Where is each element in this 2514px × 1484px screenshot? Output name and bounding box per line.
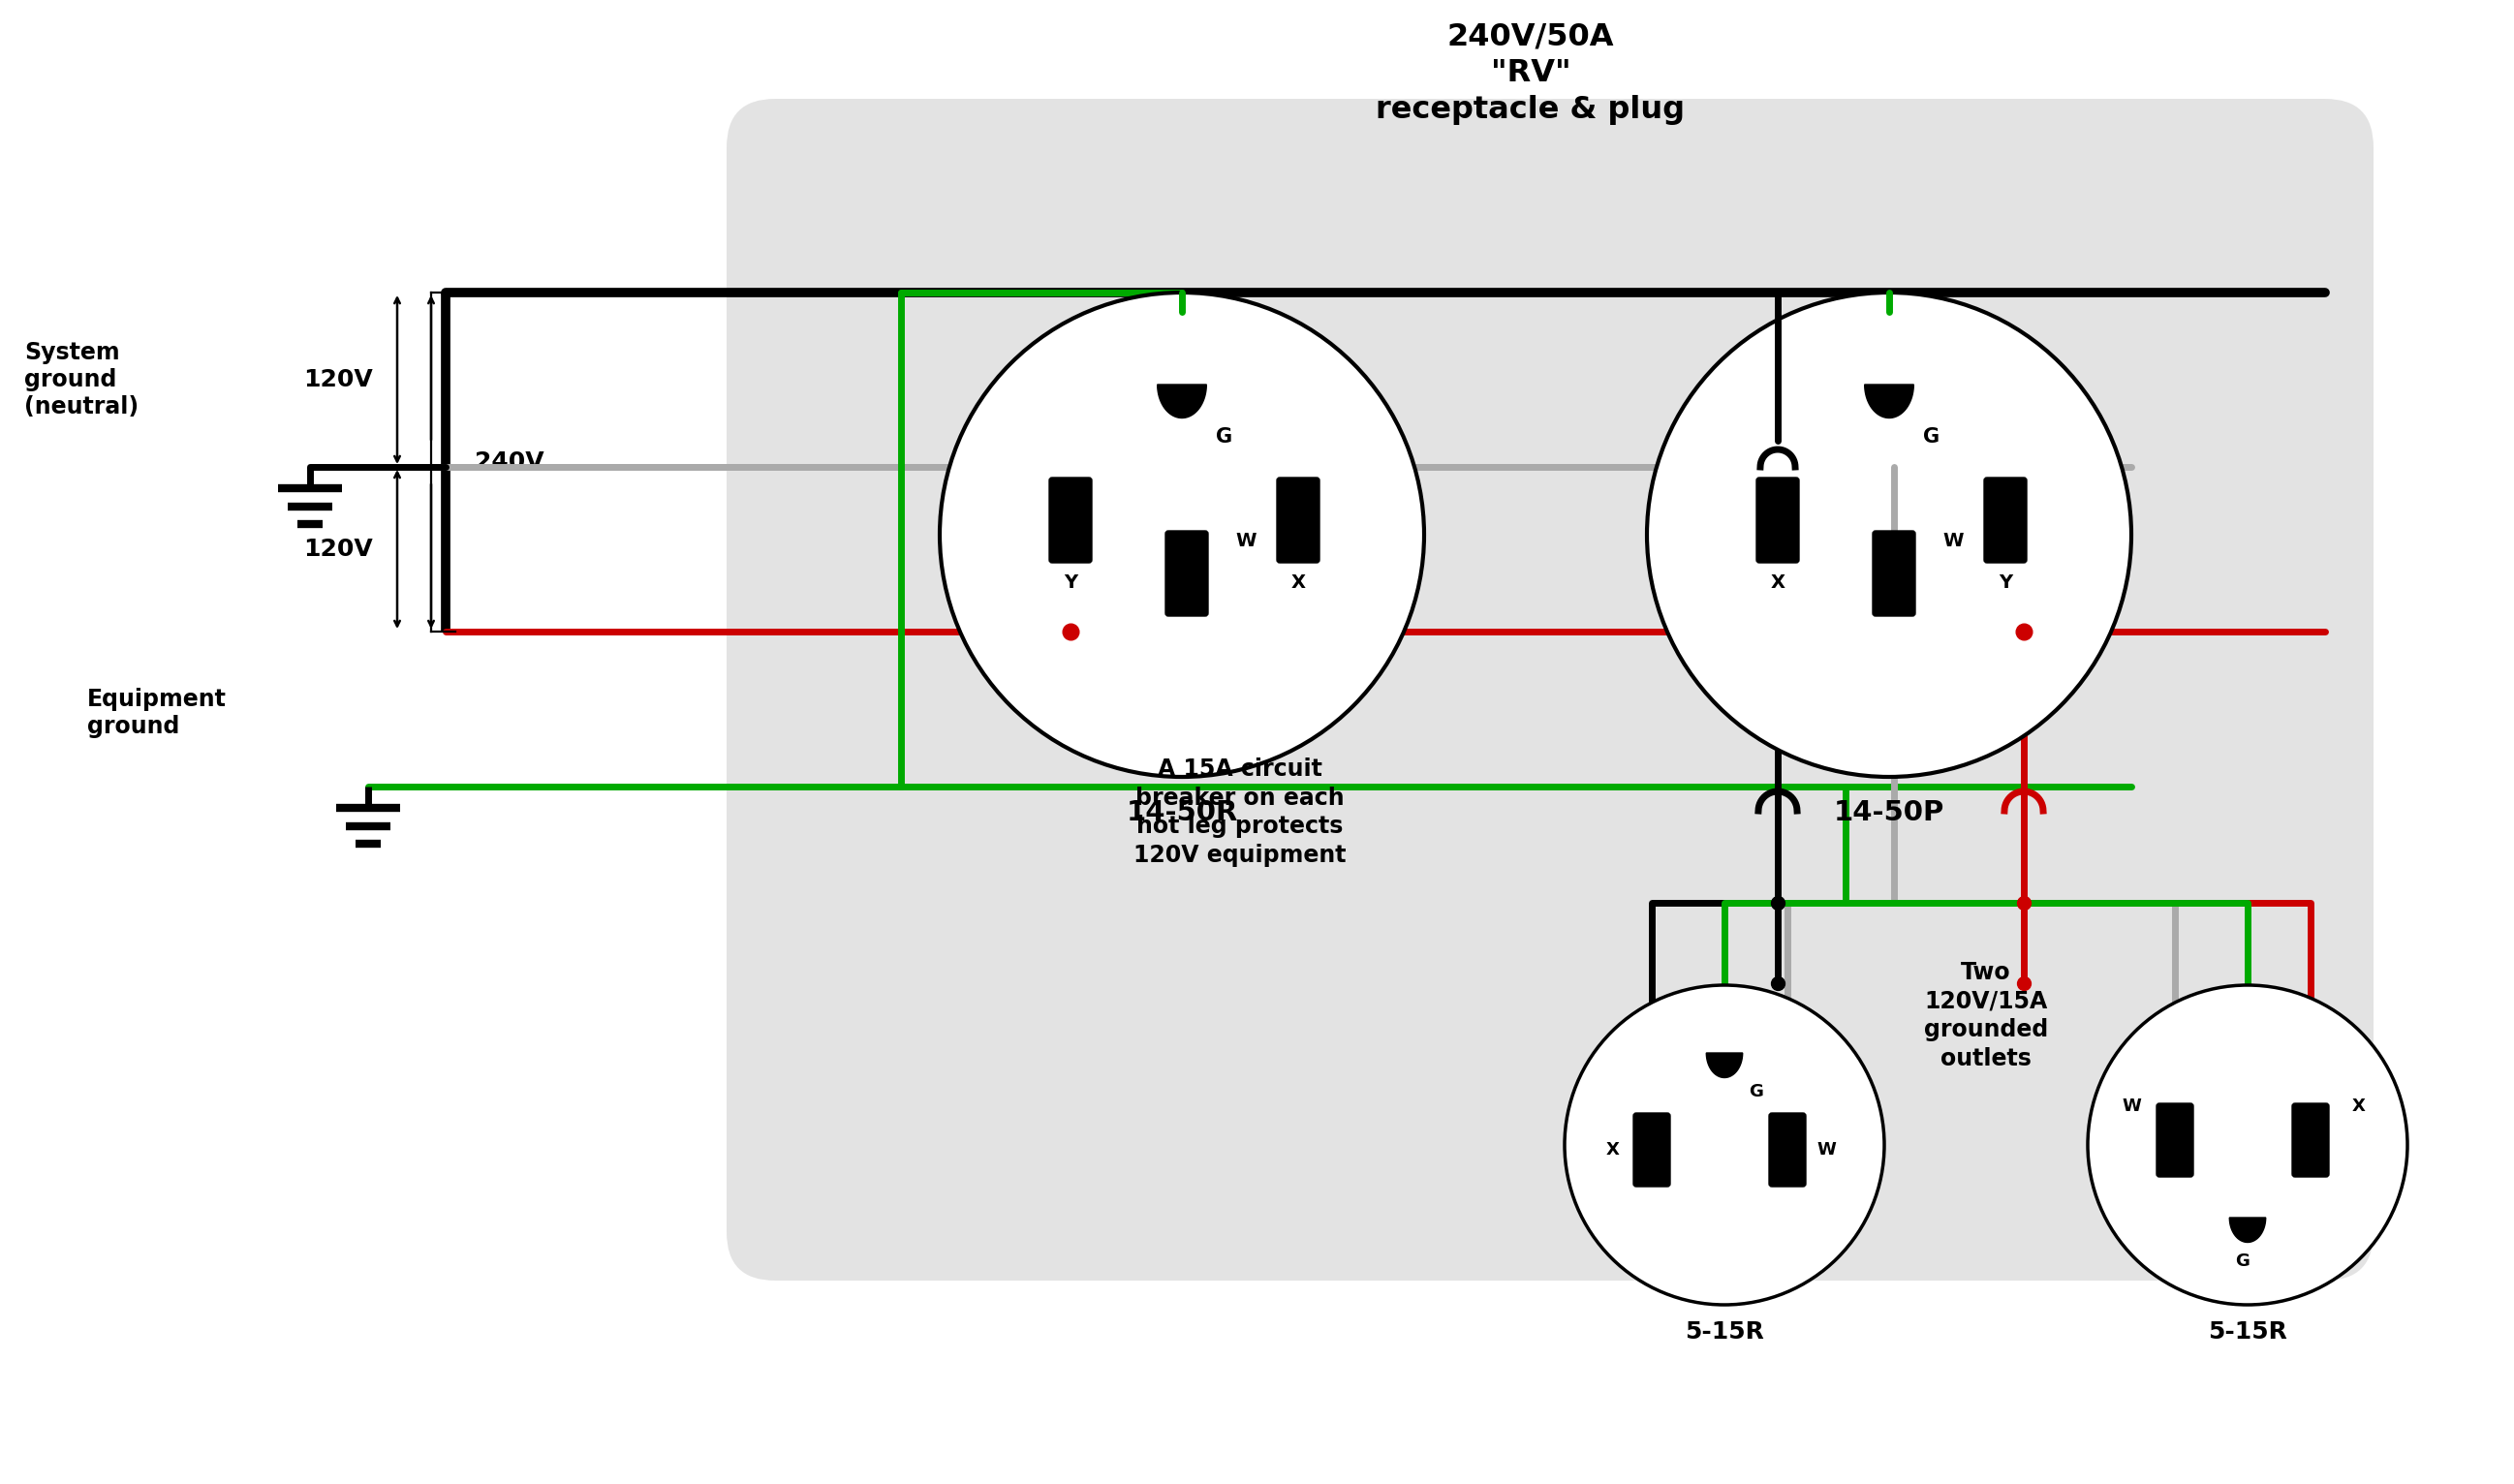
Text: 14-50P: 14-50P <box>1833 800 1943 827</box>
Polygon shape <box>1707 1054 1742 1077</box>
Text: 120V: 120V <box>304 537 372 561</box>
Text: G: G <box>1923 427 1941 447</box>
Text: G: G <box>2235 1252 2250 1270</box>
Text: W: W <box>1818 1141 1835 1159</box>
Polygon shape <box>1865 384 1913 418</box>
FancyBboxPatch shape <box>1048 478 1091 562</box>
Text: W: W <box>2122 1098 2142 1114</box>
Text: 240V: 240V <box>475 451 543 473</box>
Text: W: W <box>1943 531 1963 551</box>
Text: 5-15R: 5-15R <box>1684 1321 1765 1343</box>
Text: X: X <box>1770 573 1785 592</box>
Text: W: W <box>1234 531 1257 551</box>
Text: X: X <box>2353 1098 2366 1114</box>
Text: 14-50R: 14-50R <box>1126 800 1237 827</box>
FancyBboxPatch shape <box>1757 478 1800 562</box>
FancyBboxPatch shape <box>2157 1103 2192 1177</box>
Text: Y: Y <box>1063 573 1079 592</box>
FancyBboxPatch shape <box>1277 478 1320 562</box>
Text: X: X <box>1606 1141 1619 1159</box>
Circle shape <box>940 292 1423 776</box>
Text: Y: Y <box>1999 573 2011 592</box>
Text: G: G <box>1217 427 1232 447</box>
Text: Equipment
ground: Equipment ground <box>88 689 226 738</box>
Circle shape <box>2087 985 2408 1304</box>
Polygon shape <box>2230 1217 2265 1242</box>
Polygon shape <box>1156 384 1207 418</box>
Text: A 15A circuit
breaker on each
hot leg protects
120V equipment: A 15A circuit breaker on each hot leg pr… <box>1134 757 1348 867</box>
Text: Two
120V/15A
grounded
outlets: Two 120V/15A grounded outlets <box>1923 962 2049 1070</box>
FancyBboxPatch shape <box>1770 1113 1805 1187</box>
Text: System
ground
(neutral): System ground (neutral) <box>25 341 138 418</box>
FancyBboxPatch shape <box>1166 531 1209 616</box>
FancyBboxPatch shape <box>1634 1113 1669 1187</box>
FancyBboxPatch shape <box>1984 478 2026 562</box>
Text: G: G <box>1750 1083 1762 1101</box>
FancyBboxPatch shape <box>2293 1103 2328 1177</box>
Text: 5-15R: 5-15R <box>2207 1321 2288 1343</box>
Circle shape <box>1564 985 1886 1304</box>
Text: 120V: 120V <box>304 368 372 392</box>
FancyBboxPatch shape <box>727 99 2373 1281</box>
Text: 240V/50A
"RV"
receptacle & plug: 240V/50A "RV" receptacle & plug <box>1375 21 1684 125</box>
Circle shape <box>1647 292 2132 776</box>
Text: X: X <box>1290 573 1305 592</box>
FancyBboxPatch shape <box>1873 531 1916 616</box>
